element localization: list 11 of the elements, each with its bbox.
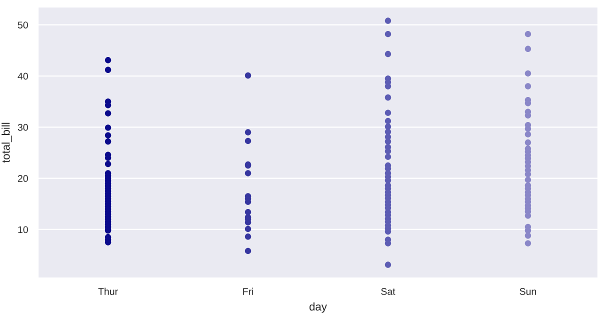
y-tick-label: 30 — [18, 124, 28, 131]
x-tick-label: Fri — [243, 288, 254, 295]
y-tick-label: 10 — [18, 226, 28, 234]
y-tick-label: 20 — [18, 175, 28, 182]
x-axis-title: day — [310, 302, 327, 313]
y-tick-label: 50 — [18, 22, 28, 28]
y-axis-title: total_bill — [2, 122, 12, 163]
x-tick-label: Sat — [381, 288, 396, 295]
x-tick-label: Sun — [520, 288, 536, 295]
y-tick-label: 40 — [18, 72, 28, 80]
x-tick-label: Thur — [98, 288, 118, 295]
